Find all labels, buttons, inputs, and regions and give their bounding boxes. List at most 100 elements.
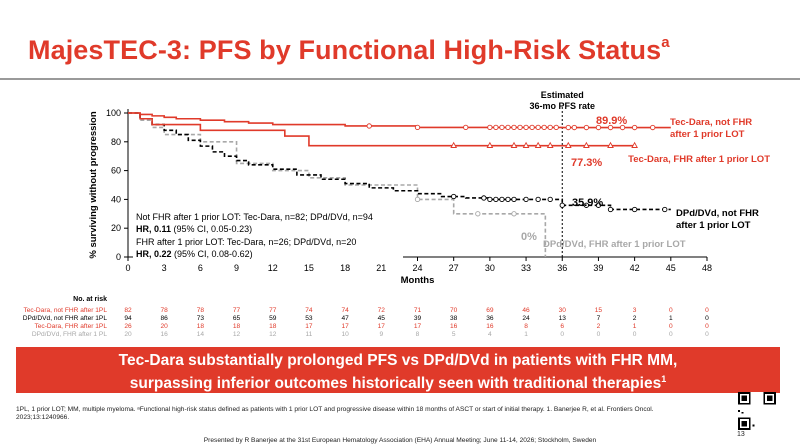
title-superscript: a	[661, 34, 670, 51]
censor-mark	[487, 124, 493, 131]
censor-mark	[366, 123, 372, 129]
risk-cell: 16	[161, 331, 169, 338]
censor-mark	[631, 206, 638, 213]
censor-mark	[595, 124, 602, 131]
censor-mark	[517, 124, 523, 131]
x-tick-label: 18	[340, 263, 350, 273]
x-axis-title: Months	[401, 275, 435, 286]
censor-mark	[511, 124, 517, 131]
series-line-0	[128, 112, 671, 129]
risk-cell: 7	[597, 315, 601, 322]
censor-mark	[414, 124, 421, 131]
risk-cell: 0	[597, 331, 601, 338]
slide-title-text: MajesTEC-3: PFS by Functional High-Risk …	[28, 35, 662, 65]
rate-label-1: 77.3%	[571, 157, 602, 169]
censor-mark	[450, 141, 458, 148]
rate-label-2: 35.9%	[572, 197, 603, 209]
censor-mark	[505, 124, 511, 131]
rate-label-0: 89.9%	[596, 115, 627, 127]
censor-mark	[510, 141, 518, 148]
stats-line-1: Not FHR after 1 prior LOT: Tec-Dara, n=8…	[136, 212, 373, 222]
series-line-1	[128, 112, 635, 147]
risk-cell: 0	[705, 315, 709, 322]
censor-mark	[631, 124, 638, 131]
censor-mark	[607, 206, 614, 213]
risk-cell: 17	[378, 323, 386, 330]
risk-cell: 0	[669, 323, 673, 330]
series-label-0-line2: after 1 prior LOT	[670, 129, 745, 140]
risk-cell: 5	[452, 331, 456, 338]
x-tick-label: 9	[234, 263, 239, 273]
censor-mark	[583, 202, 590, 208]
presented-by: Presented by R Banerjee at the 31st Euro…	[203, 437, 597, 444]
qr-code-icon[interactable]	[738, 392, 776, 430]
censor-mark	[499, 196, 505, 203]
censor-mark	[534, 141, 542, 148]
risk-cell: 30	[559, 307, 567, 314]
censor-mark	[607, 141, 614, 148]
risk-cell: 9	[379, 331, 383, 338]
censor-mark	[499, 124, 505, 131]
x-tick-label: 21	[376, 263, 386, 273]
censor-mark	[522, 141, 530, 148]
censor-mark	[535, 124, 541, 131]
censor-mark	[463, 124, 469, 131]
stats-line-4: HR, 0.22 (95% CI, 0.08-0.62)	[136, 249, 253, 259]
slide-title: MajesTEC-3: PFS by Functional High-Risk …	[28, 34, 670, 66]
censor-mark	[619, 124, 626, 131]
censor-mark	[541, 124, 547, 131]
censor-mark	[565, 124, 571, 131]
censor-mark	[595, 202, 602, 208]
risk-cell: 24	[522, 315, 530, 322]
risk-cell: 13	[559, 315, 567, 322]
censor-mark	[564, 141, 572, 148]
x-tick-label: 0	[125, 263, 130, 273]
risk-cell: 1	[524, 331, 528, 338]
censor-mark	[535, 196, 541, 203]
risk-cell: 8	[416, 331, 420, 338]
risk-cell: 78	[161, 307, 169, 314]
censor-mark	[547, 196, 553, 203]
censor-mark	[650, 124, 656, 131]
x-tick-label: 15	[304, 263, 314, 273]
risk-cell: 47	[341, 315, 349, 322]
censor-mark	[523, 124, 529, 131]
risk-cell: 14	[197, 331, 205, 338]
risk-cell: 74	[341, 307, 349, 314]
x-tick-label: 12	[268, 263, 278, 273]
series-label-0-line1: Tec-Dara, not FHR	[670, 117, 752, 128]
y-tick-label: 40	[111, 194, 121, 204]
x-tick-label: 45	[666, 263, 676, 273]
risk-cell: 18	[197, 323, 205, 330]
risk-cell: 86	[161, 315, 169, 322]
risk-cell: 72	[378, 307, 386, 314]
stats-line-3: FHR after 1 prior LOT: Tec-Dara, n=26; D…	[136, 237, 356, 247]
footnote: 1PL, 1 prior LOT; MM, multiple myeloma. …	[16, 406, 716, 423]
risk-cell: 0	[633, 331, 637, 338]
risk-cell: 16	[486, 323, 494, 330]
risk-cell: 73	[197, 315, 205, 322]
risk-cell: 3	[633, 307, 637, 314]
risk-cell: 15	[595, 307, 603, 314]
risk-cell: 45	[378, 315, 386, 322]
risk-cell: 0	[669, 331, 673, 338]
risk-cell: 77	[233, 307, 241, 314]
x-tick-label: 39	[593, 263, 603, 273]
x-tick-label: 42	[630, 263, 640, 273]
risk-cell: 12	[269, 331, 277, 338]
footnote-line-1: 1PL, 1 prior LOT; MM, multiple myeloma. …	[16, 406, 654, 413]
censor-mark	[487, 196, 493, 203]
x-tick-label: 6	[198, 263, 203, 273]
conclusion-banner: Tec-Dara substantially prolonged PFS vs …	[16, 347, 780, 393]
y-tick-label: 60	[111, 166, 121, 176]
banner-superscript: 1	[661, 374, 667, 384]
y-tick-label: 80	[111, 137, 121, 147]
reference-label-2: 36-mo PFS rate	[529, 101, 595, 111]
risk-cell: 69	[486, 307, 494, 314]
censor-mark	[607, 124, 614, 131]
risk-cell: 0	[560, 331, 564, 338]
risk-cell: 78	[197, 307, 205, 314]
censor-mark	[662, 206, 668, 213]
